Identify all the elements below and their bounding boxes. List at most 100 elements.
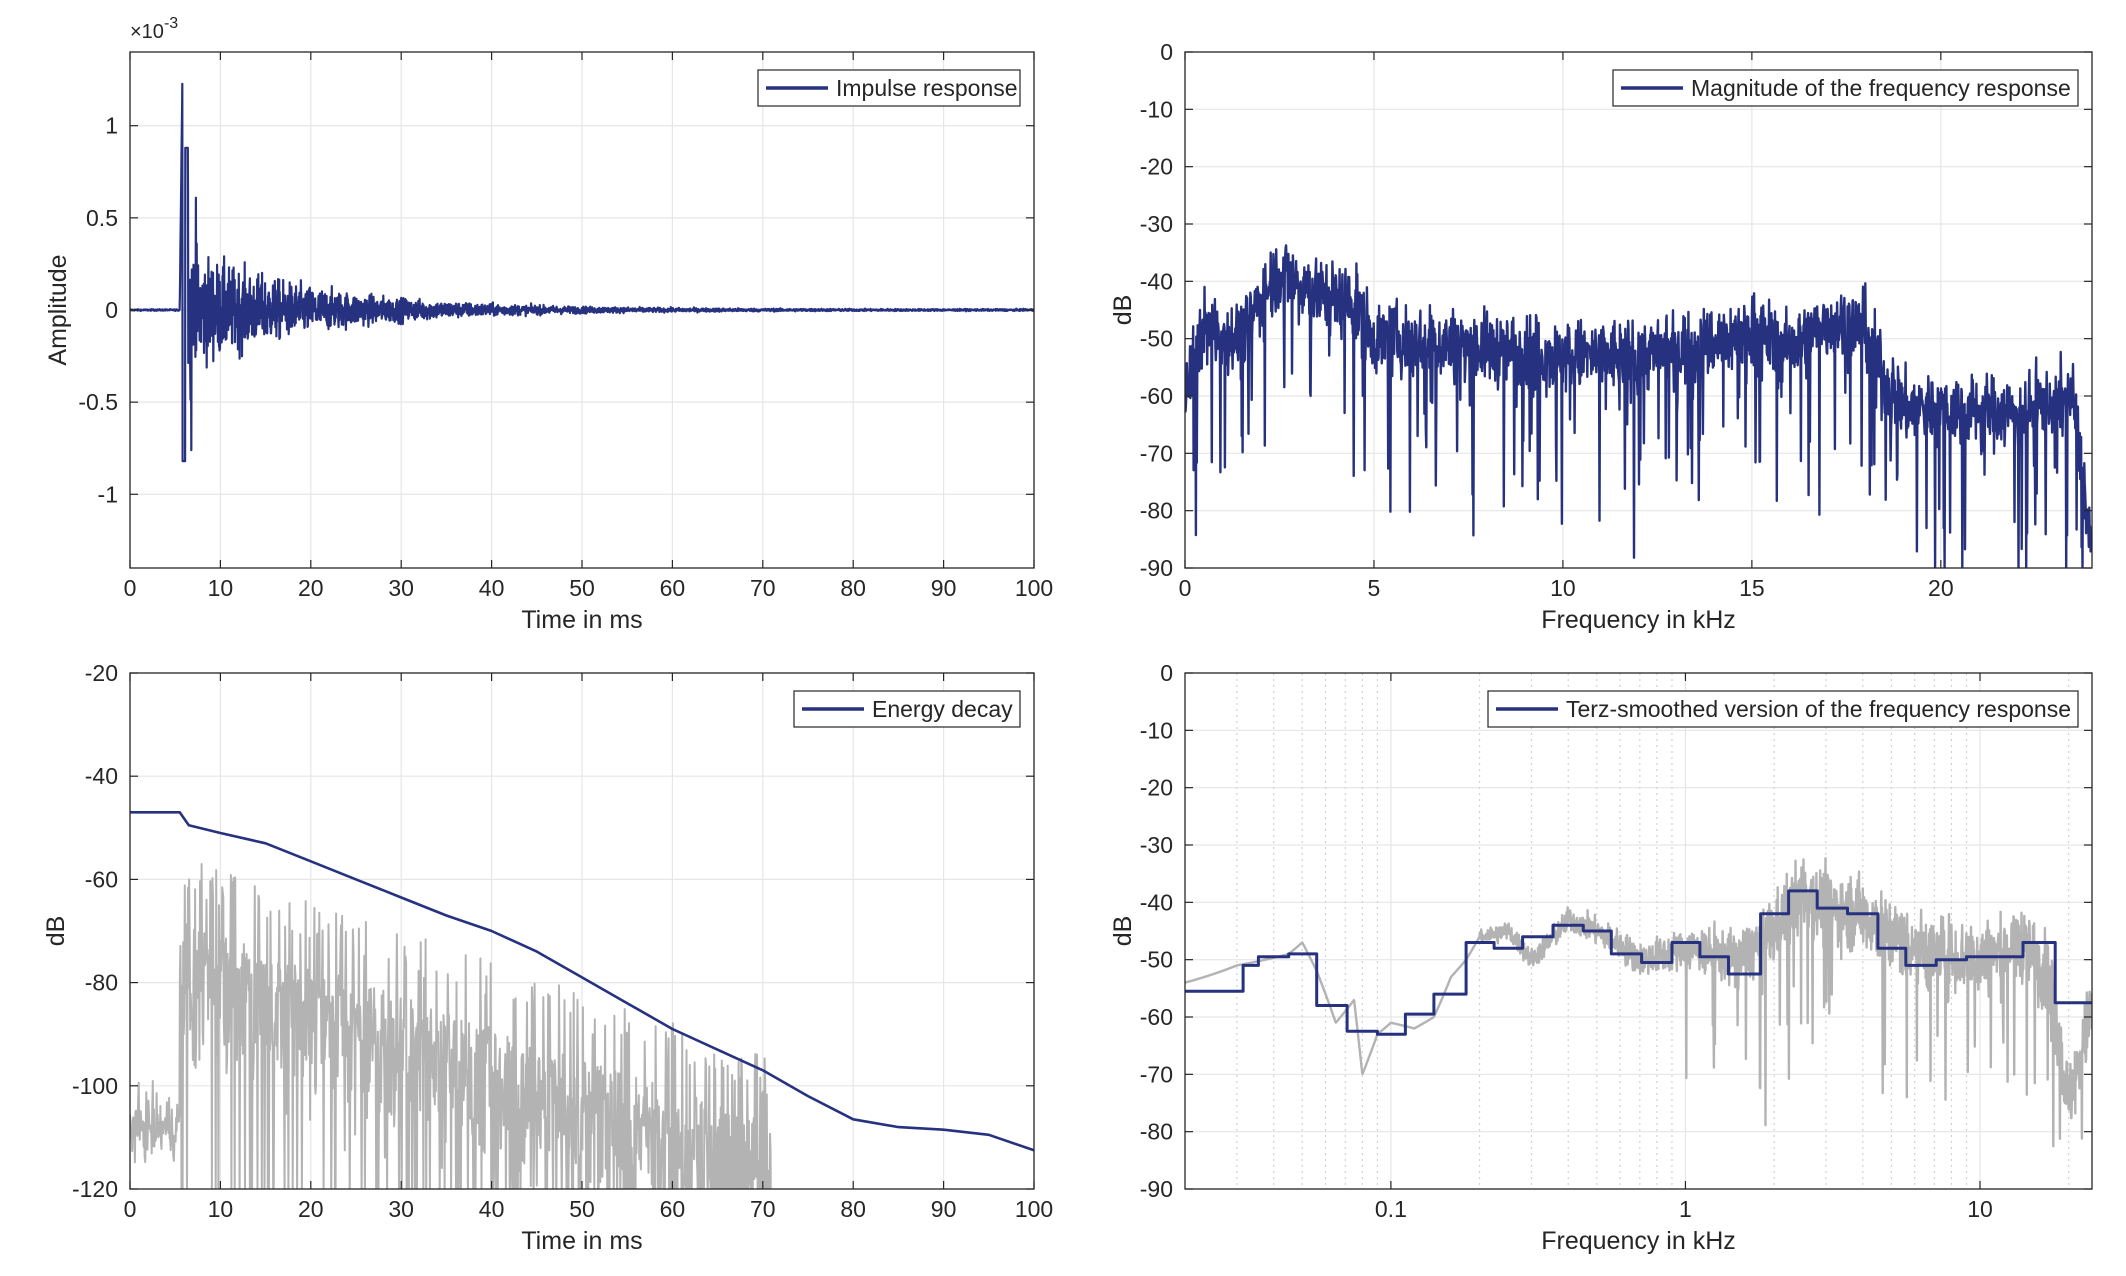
y-tick-label: 0 bbox=[105, 297, 118, 323]
y-tick-label: -50 bbox=[1140, 326, 1173, 352]
terz-chart: 0.1 1 10 0 -10 -20 -30 -40 -50 -60 -70 -80 -90 Freque… bbox=[1109, 660, 2093, 1255]
x-tick-label: 90 bbox=[931, 575, 957, 601]
y-tick-label: 0 bbox=[1160, 660, 1173, 686]
x-tick-label: 40 bbox=[479, 1196, 505, 1222]
energy-plot-area bbox=[130, 811, 1034, 1189]
energy-chart: 0 10 20 30 40 50 60 70 80 90 100 -20 -40 -60 -80 -100 -1… bbox=[42, 660, 1053, 1255]
legend-box bbox=[1487, 690, 2079, 728]
y-tick-label: -40 bbox=[85, 763, 118, 789]
y-tick-label: -60 bbox=[1140, 383, 1173, 409]
terz-y-axis-label: dB bbox=[1109, 916, 1137, 947]
y-tick-label: -80 bbox=[1140, 498, 1173, 524]
impulse-y-axis-label: Amplitude bbox=[44, 254, 72, 365]
x-tick-label: 100 bbox=[1015, 575, 1053, 601]
y-tick-label: -70 bbox=[1140, 1061, 1173, 1087]
magnitude-tick-labels: 0 5 10 15 20 0 -10 -20 -30 -40 -50 -60 -70 -80 -90 bbox=[1140, 39, 2092, 601]
y-tick-label: -0.5 bbox=[78, 389, 118, 415]
x-tick-label: 10 bbox=[1967, 1196, 1993, 1222]
y-tick-label: 1 bbox=[105, 113, 118, 139]
y-tick-label: -50 bbox=[1140, 947, 1173, 973]
energy-x-axis-label: Time in ms bbox=[521, 1227, 642, 1255]
y-tick-label: 0 bbox=[1160, 39, 1173, 65]
terz-axes-box bbox=[1184, 672, 2093, 1190]
magnitude-axes-box bbox=[1184, 51, 2093, 569]
x-tick-label: 0 bbox=[124, 1196, 137, 1222]
legend-label: Impulse response bbox=[836, 75, 1018, 101]
impulse-tick-labels: 0 10 20 30 40 50 60 70 80 90 100 -1 -0.5 0 0.5 1 bbox=[78, 52, 1053, 601]
magnitude-x-axis-label: Frequency in kHz bbox=[1541, 606, 1736, 634]
terz-raw-line bbox=[1185, 857, 2092, 1148]
y-tick-label: -20 bbox=[1140, 154, 1173, 180]
y-tick-label: -30 bbox=[1140, 832, 1173, 858]
x-tick-label: 30 bbox=[388, 575, 414, 601]
impulse-x-axis-label: Time in ms bbox=[521, 606, 642, 634]
y-tick-label: -60 bbox=[85, 866, 118, 892]
y-tick-label: -90 bbox=[1140, 1176, 1173, 1202]
y-tick-label: -10 bbox=[1140, 96, 1173, 122]
magnitude-legend: Magnitude of the frequency response bbox=[1612, 69, 2079, 107]
energy-y-axis-label: dB bbox=[42, 916, 70, 947]
energy-decay-line bbox=[130, 811, 1034, 1152]
legend-label: Energy decay bbox=[872, 696, 1013, 722]
legend-label: Magnitude of the frequency response bbox=[1691, 75, 2071, 101]
x-tick-label: 10 bbox=[1550, 575, 1576, 601]
terz-x-axis-label: Frequency in kHz bbox=[1541, 1227, 1736, 1255]
x-tick-label: 0.1 bbox=[1375, 1196, 1407, 1222]
x-tick-label: 50 bbox=[569, 1196, 595, 1222]
y-tick-label: 0.5 bbox=[86, 205, 118, 231]
x-tick-label: 30 bbox=[388, 1196, 414, 1222]
impulse-chart: 0 10 20 30 40 50 60 70 80 90 100 -1 -0.5 0 0.5 1 Time in… bbox=[44, 15, 1053, 634]
x-tick-label: 50 bbox=[569, 575, 595, 601]
y-tick-label: -20 bbox=[1140, 775, 1173, 801]
x-tick-label: 70 bbox=[750, 1196, 776, 1222]
magnitude-chart: 0 5 10 15 20 0 -10 -20 -30 -40 -50 -60 -70 -80 -90 Freq… bbox=[1109, 39, 2093, 634]
impulse-axis-exponent: ×10-3 bbox=[130, 15, 178, 43]
x-tick-label: 80 bbox=[840, 1196, 866, 1222]
y-tick-label: -80 bbox=[1140, 1119, 1173, 1145]
x-tick-label: 60 bbox=[660, 575, 686, 601]
impulse-response-line bbox=[130, 82, 1034, 463]
x-tick-label: 80 bbox=[840, 575, 866, 601]
x-tick-label: 0 bbox=[1179, 575, 1192, 601]
x-tick-label: 60 bbox=[660, 1196, 686, 1222]
y-tick-label: -60 bbox=[1140, 1004, 1173, 1030]
x-tick-label: 1 bbox=[1679, 1196, 1692, 1222]
terz-legend: Terz-smoothed version of the frequency r… bbox=[1487, 690, 2079, 728]
terz-smoothed-line bbox=[1185, 889, 2092, 1036]
x-tick-label: 20 bbox=[1928, 575, 1954, 601]
impulse-plot-area bbox=[130, 82, 1034, 463]
terz-plot-area bbox=[1185, 857, 2092, 1148]
terz-tick-labels: 0.1 1 10 0 -10 -20 -30 -40 -50 -60 -70 -80 -90 bbox=[1140, 660, 2092, 1222]
legend-box bbox=[1612, 69, 2079, 107]
y-tick-label: -10 bbox=[1140, 717, 1173, 743]
y-tick-label: -20 bbox=[85, 660, 118, 686]
y-tick-label: -30 bbox=[1140, 211, 1173, 237]
y-tick-label: -80 bbox=[85, 970, 118, 996]
x-tick-label: 10 bbox=[208, 575, 234, 601]
magnitude-y-axis-label: dB bbox=[1109, 295, 1137, 326]
x-tick-label: 15 bbox=[1739, 575, 1765, 601]
magnitude-plot-area bbox=[1185, 244, 2092, 568]
y-tick-label: -40 bbox=[1140, 889, 1173, 915]
x-tick-label: 20 bbox=[298, 575, 324, 601]
x-tick-label: 70 bbox=[750, 575, 776, 601]
y-tick-label: -90 bbox=[1140, 555, 1173, 581]
x-tick-label: 40 bbox=[479, 575, 505, 601]
impulse-legend: Impulse response bbox=[757, 69, 1021, 107]
magnitude-response-line bbox=[1185, 244, 2092, 568]
legend-label: Terz-smoothed version of the frequency r… bbox=[1566, 696, 2071, 722]
x-tick-label: 10 bbox=[208, 1196, 234, 1222]
y-tick-label: -1 bbox=[98, 481, 118, 507]
x-tick-label: 100 bbox=[1015, 1196, 1053, 1222]
y-tick-label: -70 bbox=[1140, 440, 1173, 466]
energy-legend: Energy decay bbox=[793, 690, 1021, 728]
y-tick-label: -120 bbox=[72, 1176, 118, 1202]
y-tick-label: -40 bbox=[1140, 268, 1173, 294]
y-tick-label: -100 bbox=[72, 1073, 118, 1099]
energy-tick-labels: 0 10 20 30 40 50 60 70 80 90 100 -20 -40 -60 -80 -100 -1… bbox=[72, 660, 1053, 1222]
x-tick-label: 90 bbox=[931, 1196, 957, 1222]
x-tick-label: 5 bbox=[1368, 575, 1381, 601]
x-tick-label: 20 bbox=[298, 1196, 324, 1222]
energy-raw-line bbox=[130, 863, 772, 1189]
